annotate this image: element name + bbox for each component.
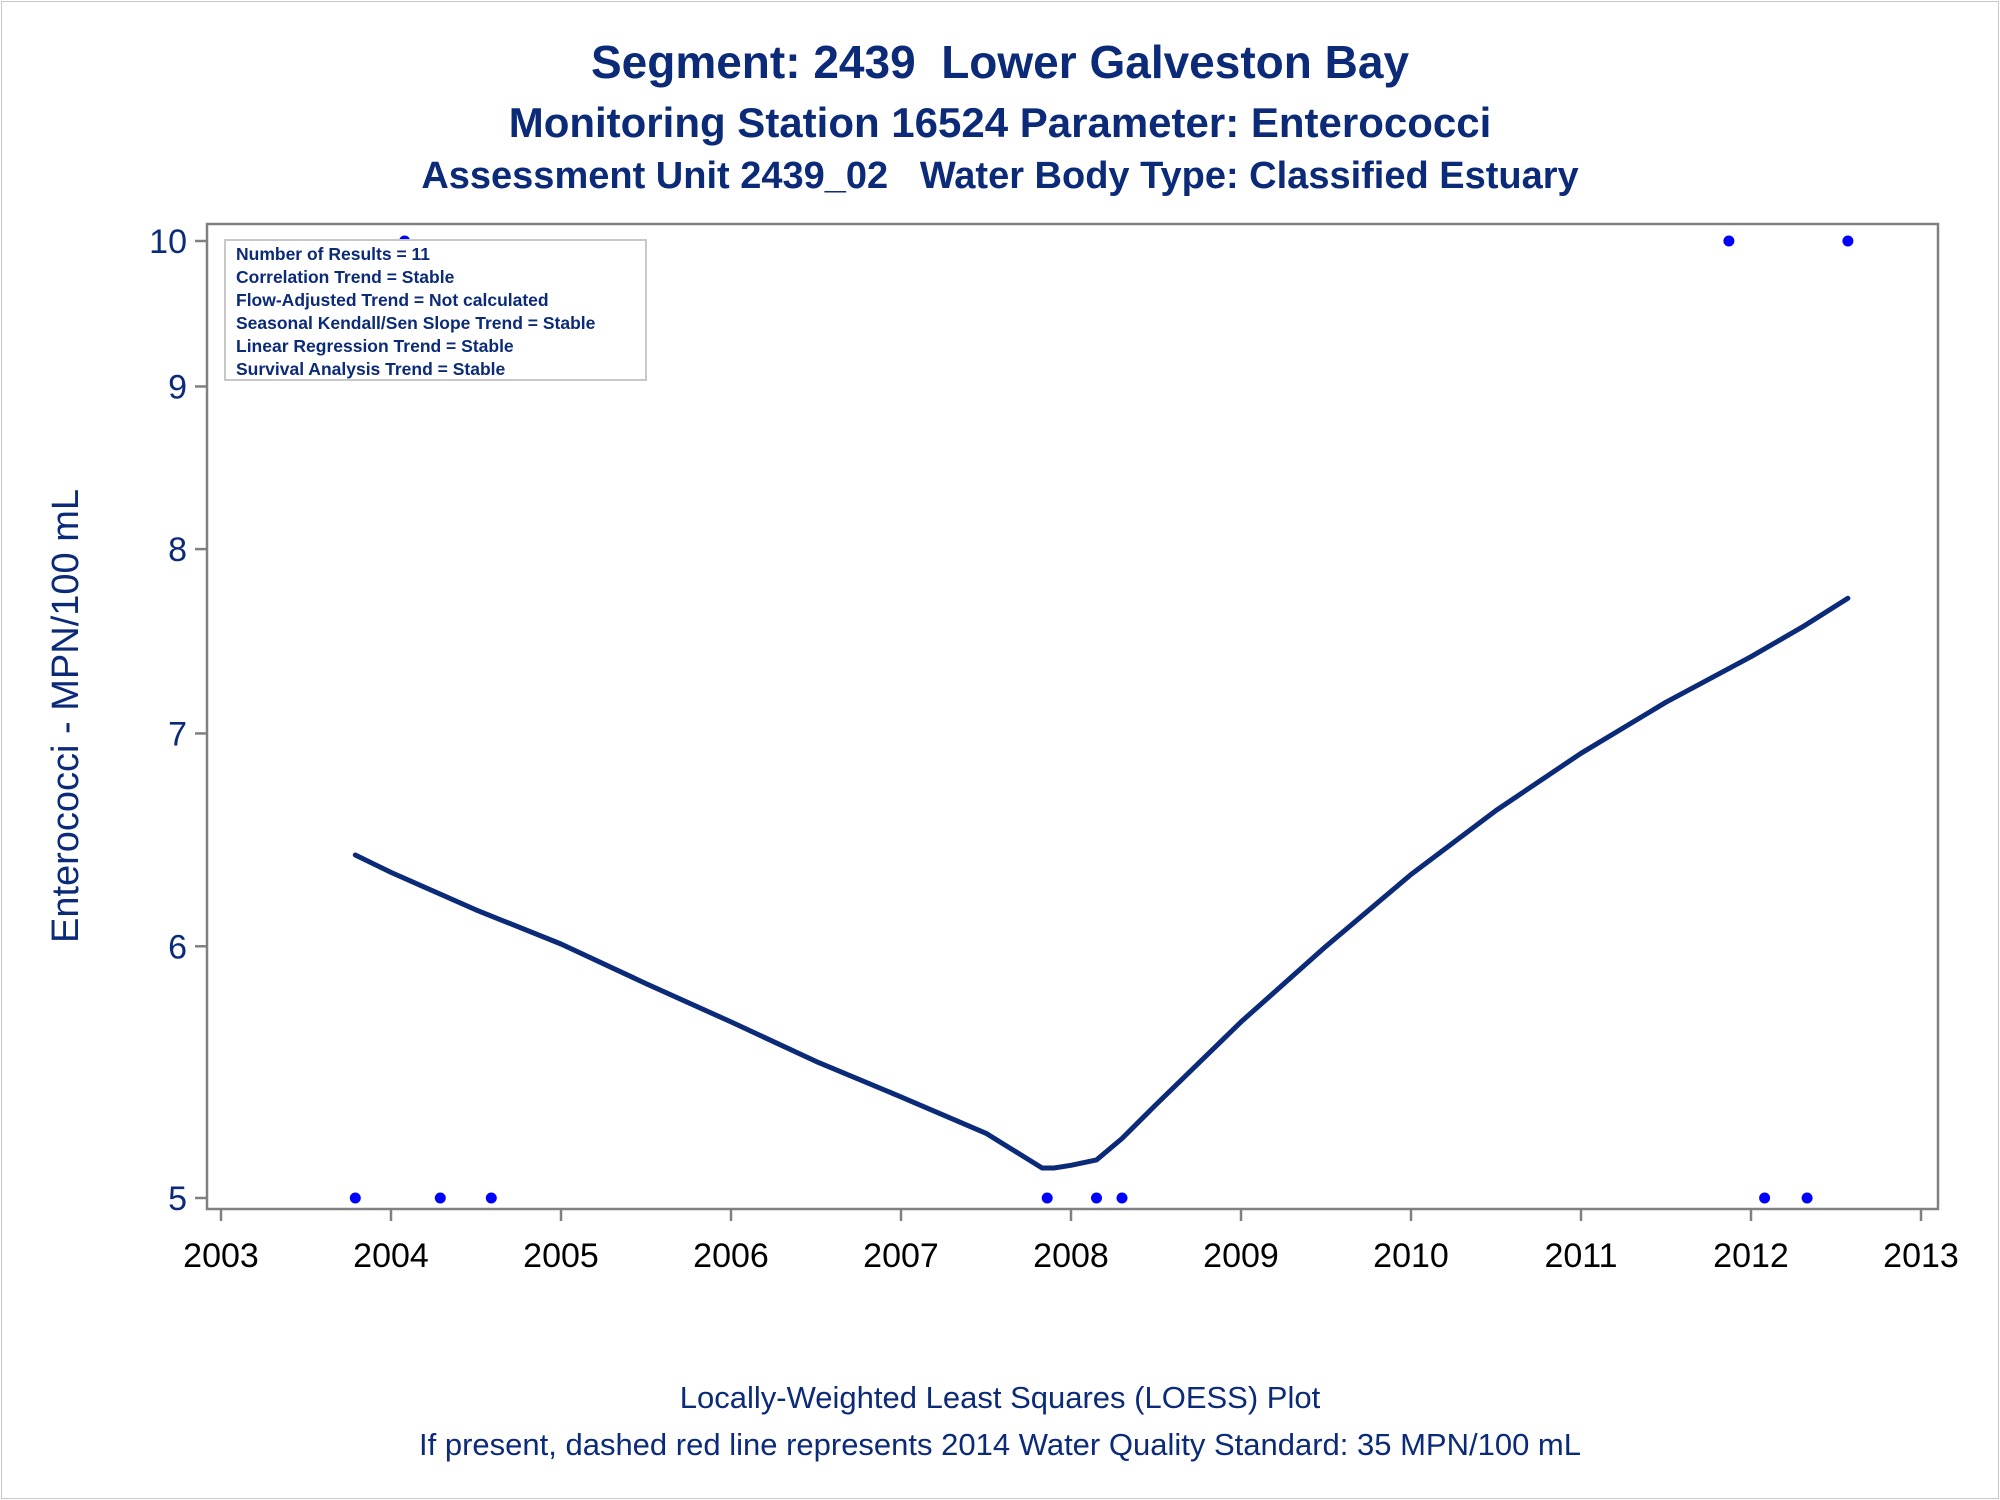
stats-inset-line: Seasonal Kendall/Sen Slope Trend = Stabl… [236, 313, 596, 333]
x-tick-label: 2006 [693, 1237, 769, 1275]
y-axis-label: Enterococci - MPN/100 mL [45, 489, 87, 943]
x-tick-label: 2011 [1544, 1237, 1617, 1275]
data-point [1091, 1192, 1102, 1204]
stats-inset-line: Flow-Adjusted Trend = Not calculated [236, 290, 549, 310]
x-tick-label: 2012 [1713, 1237, 1789, 1275]
x-tick-label: 2003 [183, 1237, 259, 1275]
x-tick-label: 2010 [1373, 1237, 1449, 1275]
x-tick-label: 2008 [1033, 1237, 1109, 1275]
plot-area [205, 222, 1940, 1211]
data-point [1116, 1192, 1128, 1204]
x-tick-label: 2009 [1203, 1237, 1279, 1275]
footer-standard-note: If present, dashed red line represents 2… [419, 1427, 1581, 1462]
data-point [349, 1192, 361, 1204]
x-tick-label: 2004 [353, 1237, 429, 1275]
stats-inset-line: Number of Results = 11 [236, 244, 430, 264]
data-point [1723, 235, 1735, 247]
chart-subtitle: Monitoring Station 16524 Parameter: Ente… [508, 99, 1492, 146]
data-point [1759, 1192, 1771, 1204]
stats-inset-line: Linear Regression Trend = Stable [236, 336, 514, 356]
stats-inset-line: Survival Analysis Trend = Stable [236, 359, 506, 379]
x-tick-label: 2005 [523, 1237, 599, 1275]
stats-inset-box [224, 239, 647, 381]
y-tick-label: 8 [168, 531, 187, 569]
y-tick-label: 6 [168, 928, 187, 966]
chart-title: Segment: 2439 Lower Galveston Bay [590, 36, 1410, 88]
chart-subtitle-2: Assessment Unit 2439_02 Water Body Type:… [421, 155, 1579, 197]
data-point [1842, 235, 1854, 247]
stats-inset-line: Correlation Trend = Stable [236, 267, 455, 287]
y-tick-label: 5 [168, 1180, 187, 1218]
y-tick-label: 7 [168, 715, 187, 753]
data-point [434, 1192, 446, 1204]
x-tick-label: 2013 [1883, 1237, 1959, 1275]
footer-note: Locally-Weighted Least Squares (LOESS) P… [679, 1380, 1321, 1415]
y-tick-label: 10 [149, 223, 187, 261]
data-point [1041, 1192, 1053, 1204]
x-tick-label: 2007 [863, 1237, 939, 1275]
y-tick-label: 9 [168, 368, 187, 406]
data-point [1801, 1192, 1813, 1204]
data-point [485, 1192, 497, 1204]
loess-line [352, 595, 1851, 1171]
